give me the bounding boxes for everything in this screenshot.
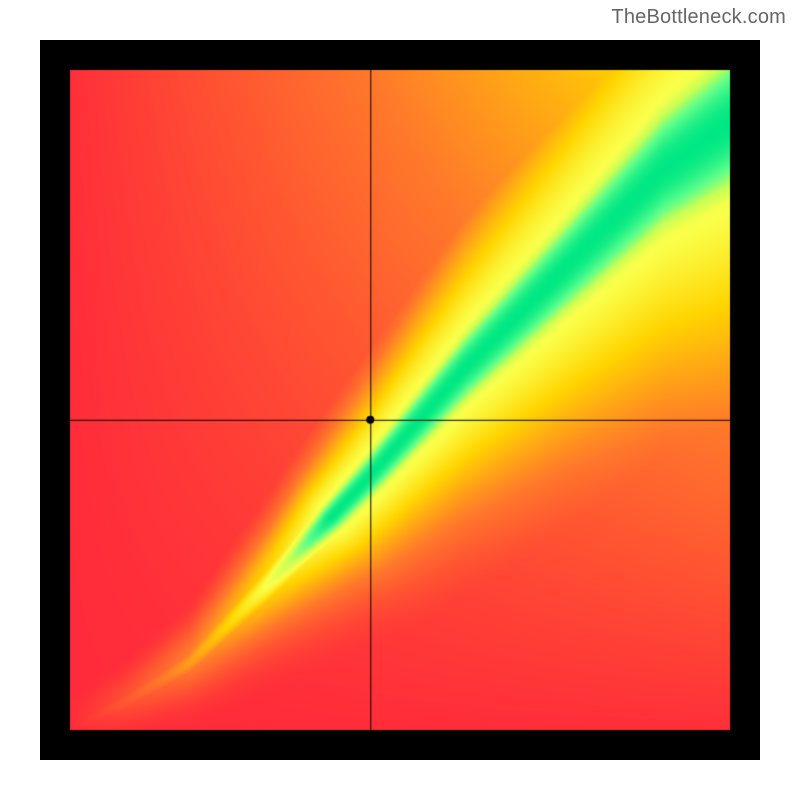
heatmap-canvas xyxy=(40,40,760,760)
watermark-text: TheBottleneck.com xyxy=(611,6,786,29)
figure-wrap: TheBottleneck.com xyxy=(0,0,800,800)
outer-black-frame xyxy=(40,40,760,760)
